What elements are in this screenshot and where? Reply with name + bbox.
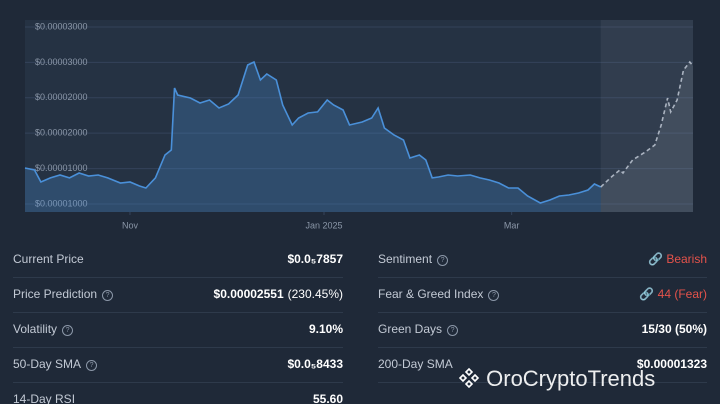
y-tick-label: $0.00003000 — [35, 21, 88, 31]
link-icon: 🔗 — [639, 287, 658, 301]
stat-value: $0.00002551 (230.45%) — [214, 287, 343, 301]
stat-label: Sentiment? — [378, 252, 449, 266]
x-tick-label: Mar — [504, 220, 520, 230]
help-icon: ? — [437, 255, 449, 266]
stat-value: $0.0₅8433 — [287, 357, 343, 371]
y-tick-label: $0.00003000 — [35, 57, 88, 67]
y-tick-label: $0.00001000 — [35, 163, 88, 173]
y-tick-label: $0.00002000 — [35, 128, 88, 138]
stat-label: Fear & Greed Index? — [378, 287, 500, 301]
stat-row: Green Days? 15/30 (50%) — [378, 313, 707, 348]
series-area — [25, 62, 601, 212]
stat-label-text: Fear & Greed Index — [378, 287, 484, 301]
stat-label-text: Sentiment — [378, 252, 433, 266]
stat-value: $0.00001323 — [637, 357, 707, 371]
watermark-text: OroCryptoTrends — [486, 366, 656, 391]
help-icon: ? — [62, 325, 74, 336]
stat-label: 200-Day SMA — [378, 357, 453, 371]
stat-value-text: $0.00001323 — [636, 357, 707, 371]
forecast-zone — [600, 20, 693, 212]
stat-label-text: 200-Day SMA — [378, 357, 453, 371]
watermark-logo — [458, 367, 480, 389]
stat-row: Current Price $0.0₅7857 — [13, 243, 343, 278]
stat-value-text: $0.0₅8433 — [287, 357, 343, 371]
stat-label: 14-Day RSI — [13, 392, 75, 404]
stat-value-text: 9.10% — [308, 322, 343, 336]
stat-value: $0.0₅7857 — [287, 252, 343, 266]
help-icon: ? — [102, 290, 114, 301]
x-tick-label: Nov — [122, 220, 139, 230]
help-icon: ? — [86, 360, 98, 371]
stat-value-text: 15/30 (50%) — [641, 322, 707, 336]
stat-label: Green Days? — [378, 322, 459, 336]
stat-label: Current Price — [13, 252, 84, 266]
x-tick-label: Jan 2025 — [305, 220, 342, 230]
stat-change: (230.45%) — [287, 287, 343, 301]
stat-label-text: Volatility — [13, 322, 58, 336]
stat-row: Price Prediction? $0.00002551 (230.45%) — [13, 278, 343, 313]
stat-value-text: $0.0₅7857 — [287, 252, 343, 266]
stat-label-text: Current Price — [13, 252, 84, 266]
stat-row: Volatility? 9.10% — [13, 313, 343, 348]
stat-value: 🔗 44 (Fear) — [639, 287, 707, 301]
y-tick-label: $0.00001000 — [35, 198, 88, 208]
stat-label-text: 50-Day SMA — [13, 357, 82, 371]
stat-value-text: 55.60 — [312, 392, 343, 404]
y-tick-label: $0.00002000 — [35, 92, 88, 102]
stat-label-text: 14-Day RSI — [13, 392, 76, 404]
stat-label-text: Price Prediction — [13, 287, 98, 301]
watermark: OroCryptoTrends — [458, 366, 655, 392]
stat-value: 15/30 (50%) — [642, 322, 707, 336]
stat-row: 14-Day RSI 55.60 — [13, 383, 343, 404]
stat-label: 50-Day SMA? — [13, 357, 98, 371]
stat-label: Price Prediction? — [13, 287, 114, 301]
stat-label: Volatility? — [13, 322, 74, 336]
stat-value: 🔗 Bearish — [648, 252, 707, 266]
series-area — [600, 62, 693, 212]
series-line — [24, 60, 602, 204]
stat-row: Fear & Greed Index? 🔗 44 (Fear) — [378, 278, 707, 313]
stat-value: 9.10% — [309, 322, 343, 336]
stat-row: 200-Day SMA $0.00001323 — [378, 348, 707, 383]
stat-label-text: Green Days — [378, 322, 443, 336]
stat-row: Sentiment? 🔗 Bearish — [378, 243, 707, 278]
stat-value-text: Bearish — [666, 252, 707, 266]
plot-background — [25, 20, 693, 212]
link-icon: 🔗 — [648, 252, 667, 266]
stat-value-text: $0.00002551 — [213, 287, 284, 301]
help-icon: ? — [488, 290, 500, 301]
stat-row: 50-Day SMA? $0.0₅8433 — [13, 348, 343, 383]
stat-value-text: 44 (Fear) — [657, 287, 707, 301]
price-chart: $0.00003000 $0.00003000 $0.00002000 $0.0000… — [24, 20, 694, 230]
stat-value: 55.60 — [313, 392, 343, 404]
help-icon: ? — [447, 325, 459, 336]
